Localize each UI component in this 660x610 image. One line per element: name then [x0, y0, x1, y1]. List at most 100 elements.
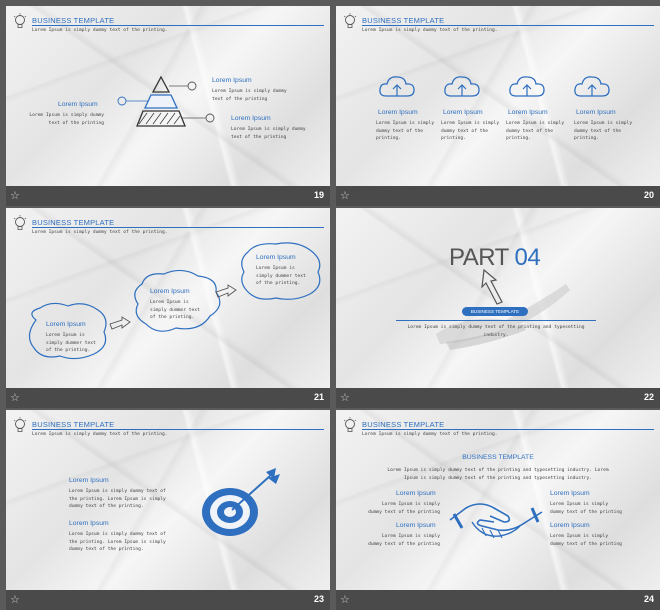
- star-icon[interactable]: ☆: [340, 392, 350, 404]
- section-text: Lorem Ipsum is simply dummy text of the …: [407, 325, 585, 338]
- slide-canvas: BUSINESS TEMPLATE Lorem Ipsum is simply …: [336, 6, 660, 186]
- title-underline: [362, 25, 654, 26]
- star-icon[interactable]: ☆: [10, 594, 20, 606]
- title-underline: [32, 227, 324, 228]
- arrow-icon: [481, 268, 503, 305]
- cloud-upload-icon: [509, 76, 545, 97]
- cloud-text: Lorem Ipsum is simply dummer text of the…: [46, 333, 96, 353]
- slide-thumbnail-20[interactable]: BUSINESS TEMPLATE Lorem Ipsum is simply …: [336, 6, 660, 206]
- point-label: Lorem Ipsum: [231, 115, 271, 122]
- point-text: Lorem Ipsum is simply dummy text of the …: [212, 89, 287, 102]
- slide-number: 21: [313, 392, 324, 402]
- slide-bar: ☆ 19: [6, 186, 330, 206]
- divider-line: [396, 320, 596, 321]
- star-icon[interactable]: ☆: [10, 190, 20, 202]
- cloud-label: Lorem Ipsum: [443, 109, 483, 116]
- cloud-upload-icon: [444, 76, 480, 97]
- slide-canvas: BUSINESS TEMPLATE Lorem Ipsum is simply …: [6, 410, 330, 590]
- pyramid-diagram: [117, 75, 215, 127]
- intro-text: Lorem Ipsum is simply dummy text of the …: [387, 468, 609, 481]
- slide-number: 22: [643, 392, 654, 402]
- title-underline: [32, 25, 324, 26]
- cloud-flow-diagram: [28, 242, 321, 360]
- point-label: Lorem Ipsum: [69, 477, 109, 484]
- cloud-upload-icon: [379, 76, 415, 97]
- lightbulb-icon: [13, 215, 27, 230]
- cloud-text: Lorem Ipsum is simply dummy text of the …: [574, 121, 633, 141]
- ink-splash-decoration: [436, 284, 570, 350]
- target-icon: [202, 468, 280, 536]
- slide-thumbnail-24[interactable]: BUSINESS TEMPLATE Lorem Ipsum is simply …: [336, 410, 660, 610]
- lightbulb-icon: [343, 417, 357, 432]
- cloud-label: Lorem Ipsum: [378, 109, 418, 116]
- slide-bar: ☆ 22: [336, 388, 660, 408]
- part-number: 04: [514, 244, 541, 271]
- point-text: Lorem Ipsum is simply dummy text of the …: [550, 502, 622, 515]
- lightbulb-icon: [13, 417, 27, 432]
- point-label: Lorem Ipsum: [212, 77, 252, 84]
- point-label: Lorem Ipsum: [58, 101, 98, 108]
- cloud-text: Lorem Ipsum is simply dummer text of the…: [256, 266, 306, 286]
- slide-title: BUSINESS TEMPLATE: [32, 420, 115, 429]
- handshake-icon: [449, 503, 543, 539]
- slide-canvas: BUSINESS TEMPLATE Lorem Ipsum is simply …: [6, 208, 330, 388]
- lightbulb-icon: [13, 13, 27, 28]
- point-label: Lorem Ipsum: [69, 520, 109, 527]
- star-icon[interactable]: ☆: [340, 190, 350, 202]
- intro-heading: BUSINESS TEMPLATE: [462, 454, 534, 461]
- slide-subtitle: Lorem Ipsum is simply dummy text of the …: [362, 28, 498, 33]
- cloud-label: Lorem Ipsum: [150, 288, 190, 295]
- slide-bar: ☆ 23: [6, 590, 330, 610]
- cloud-text: Lorem Ipsum is simply dummy text of the …: [506, 121, 565, 141]
- slide-canvas: BUSINESS TEMPLATE Lorem Ipsum is simply …: [336, 410, 660, 590]
- slide-canvas: PART 04 BUSINESS TEMPLATE Lorem Ipsum is…: [336, 208, 660, 388]
- template-badge: BUSINESS TEMPLATE: [462, 307, 528, 316]
- slide-thumbnail-23[interactable]: BUSINESS TEMPLATE Lorem Ipsum is simply …: [6, 410, 330, 610]
- point-label: Lorem Ipsum: [550, 490, 590, 497]
- slide-canvas: BUSINESS TEMPLATE Lorem Ipsum is simply …: [6, 6, 330, 186]
- section-heading: PART 04: [449, 244, 541, 272]
- cloud-text: Lorem Ipsum is simply dummy text of the …: [441, 121, 500, 141]
- slide-bar: ☆ 24: [336, 590, 660, 610]
- slide-title: BUSINESS TEMPLATE: [362, 16, 445, 25]
- slide-title: BUSINESS TEMPLATE: [32, 218, 115, 227]
- cloud-label: Lorem Ipsum: [508, 109, 548, 116]
- slide-title: BUSINESS TEMPLATE: [362, 420, 445, 429]
- star-icon[interactable]: ☆: [10, 392, 20, 404]
- slide-thumbnail-19[interactable]: BUSINESS TEMPLATE Lorem Ipsum is simply …: [6, 6, 330, 206]
- point-label: Lorem Ipsum: [396, 522, 436, 529]
- point-text: Lorem Ipsum is simply dummy text of the …: [368, 502, 440, 515]
- point-text: Lorem Ipsum is simply dummy text of the …: [69, 489, 166, 509]
- slide-subtitle: Lorem Ipsum is simply dummy text of the …: [32, 432, 168, 437]
- slide-subtitle: Lorem Ipsum is simply dummy text of the …: [32, 230, 168, 235]
- title-underline: [362, 429, 654, 430]
- slide-bar: ☆ 21: [6, 388, 330, 408]
- slide-title: BUSINESS TEMPLATE: [32, 16, 115, 25]
- point-label: Lorem Ipsum: [396, 490, 436, 497]
- cloud-label: Lorem Ipsum: [46, 321, 86, 328]
- cloud-label: Lorem Ipsum: [256, 254, 296, 261]
- point-text: Lorem Ipsum is simply dummy text of the …: [368, 534, 440, 547]
- cloud-text: Lorem Ipsum is simply dummer text of the…: [150, 300, 200, 320]
- slide-number: 23: [313, 594, 324, 604]
- part-word: PART: [449, 244, 509, 271]
- slide-number: 19: [313, 190, 324, 200]
- slide-subtitle: Lorem Ipsum is simply dummy text of the …: [362, 432, 498, 437]
- point-text: Lorem Ipsum is simply dummy text of the …: [550, 534, 622, 547]
- slide-subtitle: Lorem Ipsum is simply dummy text of the …: [32, 28, 168, 33]
- cloud-label: Lorem Ipsum: [576, 109, 616, 116]
- slide-thumbnail-22[interactable]: PART 04 BUSINESS TEMPLATE Lorem Ipsum is…: [336, 208, 660, 408]
- point-text: Lorem Ipsum is simply dummy text of the …: [69, 532, 166, 552]
- point-label: Lorem Ipsum: [550, 522, 590, 529]
- point-text: Lorem Ipsum is simply dummy text of the …: [29, 113, 104, 126]
- point-text: Lorem Ipsum is simply dummy text of the …: [231, 127, 306, 140]
- cloud-text: Lorem Ipsum is simply dummy text of the …: [376, 121, 435, 141]
- slide-number: 24: [643, 594, 654, 604]
- title-underline: [32, 429, 324, 430]
- slide-bar: ☆ 20: [336, 186, 660, 206]
- lightbulb-icon: [343, 13, 357, 28]
- slide-number: 20: [643, 190, 654, 200]
- slide-thumbnail-21[interactable]: BUSINESS TEMPLATE Lorem Ipsum is simply …: [6, 208, 330, 408]
- star-icon[interactable]: ☆: [340, 594, 350, 606]
- cloud-upload-icon: [574, 76, 610, 97]
